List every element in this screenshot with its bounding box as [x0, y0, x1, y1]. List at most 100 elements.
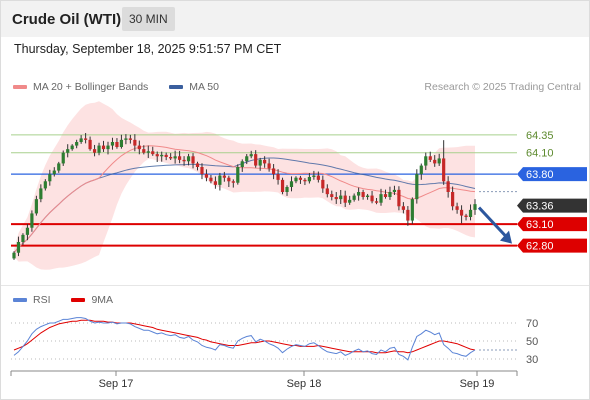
candle-body	[34, 199, 38, 214]
candle	[142, 145, 146, 155]
candles	[12, 133, 477, 260]
candle	[52, 167, 56, 177]
candle	[271, 164, 276, 180]
candle	[406, 206, 410, 226]
candle-body	[84, 138, 88, 140]
candle	[227, 175, 231, 187]
candle	[30, 210, 34, 232]
candle-body	[298, 177, 303, 180]
candle	[303, 178, 307, 186]
candle	[370, 190, 374, 204]
candle-body	[110, 142, 115, 146]
candle-body	[200, 167, 204, 175]
x-axis	[10, 370, 518, 376]
legend-swatch	[13, 85, 27, 90]
candle-body	[468, 209, 473, 217]
candle	[401, 202, 405, 214]
candle	[245, 154, 249, 165]
chart-datetime: Thursday, September 18, 2025 9:51:57 PM …	[14, 42, 282, 56]
candle-body	[16, 242, 21, 253]
candle	[285, 185, 289, 196]
candle	[437, 153, 441, 166]
candle-body	[437, 158, 441, 164]
level-labels: 64.35 64.10 63.80 63.36 63.10 62.80	[517, 130, 587, 253]
rsi-pane: 30 50 70	[11, 317, 538, 366]
legend-rsi-ma: 9MA	[71, 294, 113, 306]
candle	[231, 179, 235, 188]
candle-body	[285, 187, 289, 192]
candle-body	[142, 149, 146, 153]
candle-body	[401, 206, 405, 210]
resistance-label: 64.10	[526, 148, 554, 160]
candle	[374, 198, 379, 205]
candle-body	[428, 156, 432, 160]
last-label: 63.36	[526, 201, 554, 213]
candle	[195, 161, 200, 171]
candle	[124, 134, 128, 145]
legend-label: MA 20 + Bollinger Bands	[33, 81, 149, 93]
candle	[182, 156, 186, 166]
legend-swatch	[71, 298, 86, 303]
candle-body	[43, 181, 47, 189]
candle-body	[312, 175, 316, 177]
candle-body	[12, 252, 16, 259]
candle-body	[227, 177, 231, 182]
candle-body	[415, 174, 419, 200]
candle-body	[271, 168, 276, 175]
candle-body	[374, 201, 379, 203]
rsi-tick-label: 50	[526, 336, 538, 348]
candle	[16, 236, 21, 257]
candle-body	[361, 192, 365, 197]
legend-swatch	[13, 298, 27, 303]
candle-body	[303, 179, 307, 182]
candle-body	[383, 194, 388, 197]
candle-body	[231, 181, 235, 183]
legend-label: MA 50	[189, 81, 219, 93]
candle	[289, 176, 294, 192]
candle-body	[119, 139, 124, 147]
candle	[446, 176, 450, 198]
candle	[12, 251, 16, 260]
candle	[312, 170, 316, 180]
candle-body	[406, 209, 410, 221]
candle	[84, 133, 88, 144]
candle-body	[280, 179, 285, 192]
candle	[307, 173, 311, 184]
candle	[321, 175, 325, 193]
support-label: 62.80	[526, 241, 554, 253]
candle	[79, 135, 83, 144]
candle-body	[61, 152, 65, 164]
candle-body	[137, 145, 141, 150]
candle	[383, 189, 388, 199]
candle-body	[218, 175, 222, 185]
candle-body	[186, 156, 191, 162]
candle	[97, 142, 101, 156]
candle	[254, 150, 258, 168]
candle-body	[48, 174, 52, 182]
candle-body	[204, 174, 209, 178]
candle-body	[66, 149, 70, 153]
candle-body	[370, 195, 374, 202]
legend-label: RSI	[33, 294, 51, 306]
candle-body	[451, 192, 455, 207]
candle	[48, 169, 52, 186]
candle	[334, 192, 338, 204]
candle	[442, 140, 446, 185]
candle	[240, 159, 244, 172]
candle	[357, 187, 361, 201]
timeframe-button[interactable]: 30 MIN	[122, 7, 175, 31]
candle-body	[160, 154, 164, 157]
candle	[151, 146, 155, 156]
support-label-box	[517, 217, 587, 232]
legend-ma50: MA 50	[169, 81, 219, 93]
candle-body	[388, 192, 392, 197]
candle	[464, 213, 468, 221]
candle	[200, 163, 204, 180]
candle-body	[79, 138, 83, 142]
candle-body	[267, 163, 271, 169]
candle	[128, 134, 132, 144]
candle-body	[294, 177, 298, 182]
candle-body	[164, 154, 168, 157]
candle	[115, 138, 119, 149]
